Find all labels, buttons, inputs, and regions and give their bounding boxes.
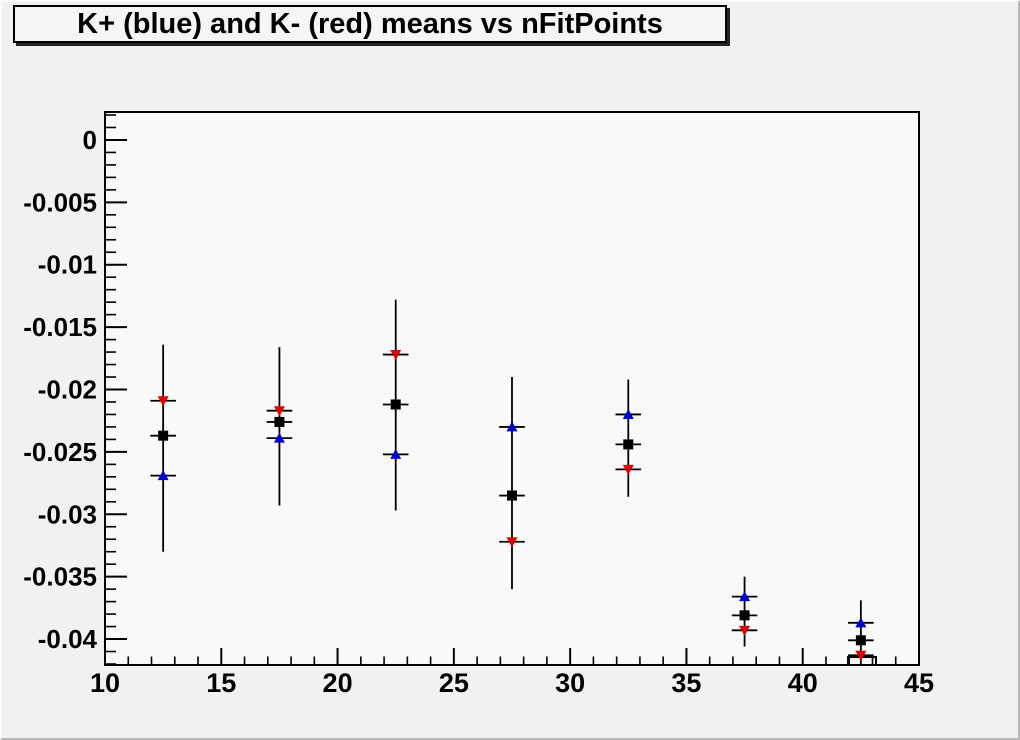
y-axis-tick-label: -0.04	[38, 624, 98, 654]
x-axis-tick-label: 35	[671, 668, 701, 698]
marker-triangle-down	[273, 406, 285, 417]
x-axis-tick-label: 40	[788, 668, 818, 698]
y-axis-tick-label: -0.005	[23, 187, 97, 217]
marker-triangle-up	[390, 448, 402, 459]
marker-square	[274, 416, 285, 427]
marker-square	[623, 439, 634, 450]
marker-triangle-down	[157, 396, 169, 407]
x-axis-tick-label: 15	[206, 668, 236, 698]
marker-triangle-up	[273, 432, 285, 443]
x-axis-tick-label: 45	[904, 668, 934, 698]
marker-triangle-down	[855, 650, 867, 661]
x-axis-tick-label: 30	[555, 668, 585, 698]
marker-triangle-down	[622, 464, 634, 475]
marker-triangle-down	[506, 537, 518, 548]
marker-triangle-up	[739, 591, 751, 602]
plot-title: K+ (blue) and K- (red) means vs nFitPoin…	[77, 7, 663, 40]
marker-square	[158, 430, 169, 441]
y-axis-tick-label: -0.02	[38, 374, 97, 404]
marker-square	[855, 635, 866, 646]
series-triangle-down	[150, 350, 874, 661]
marker-triangle-down	[739, 625, 751, 636]
marker-triangle-up	[157, 470, 169, 481]
series-square	[150, 399, 874, 646]
plot-frame-border	[104, 111, 920, 666]
marker-triangle-up	[506, 421, 518, 432]
marker-triangle-up	[622, 408, 634, 419]
y-axis-tick-label: -0.01	[38, 250, 97, 280]
marker-triangle-down	[390, 350, 402, 361]
data-layer	[150, 299, 877, 665]
x-axis-tick-label: 10	[90, 668, 120, 698]
marker-square	[507, 490, 517, 501]
marker-triangle-up	[855, 617, 867, 628]
y-axis-tick-label: 0	[83, 125, 97, 155]
y-axis-tick-label: -0.03	[38, 499, 97, 529]
marker-square	[390, 399, 401, 410]
y-axis-tick-label: -0.015	[23, 312, 97, 342]
y-axis-tick-label: -0.025	[23, 437, 97, 467]
y-axis: 0 -0.005 -0.01 -0.015 -0.02 -0.025 -0.03 -0.035…	[23, 114, 127, 665]
y-axis-tick-label: -0.035	[23, 562, 97, 592]
marker-square	[739, 610, 750, 621]
series-triangle-up	[150, 408, 874, 628]
plot-title-box: K+ (blue) and K- (red) means vs nFitPoin…	[13, 5, 727, 43]
x-axis-tick-label: 20	[323, 668, 353, 698]
x-axis-tick-label: 25	[439, 668, 469, 698]
